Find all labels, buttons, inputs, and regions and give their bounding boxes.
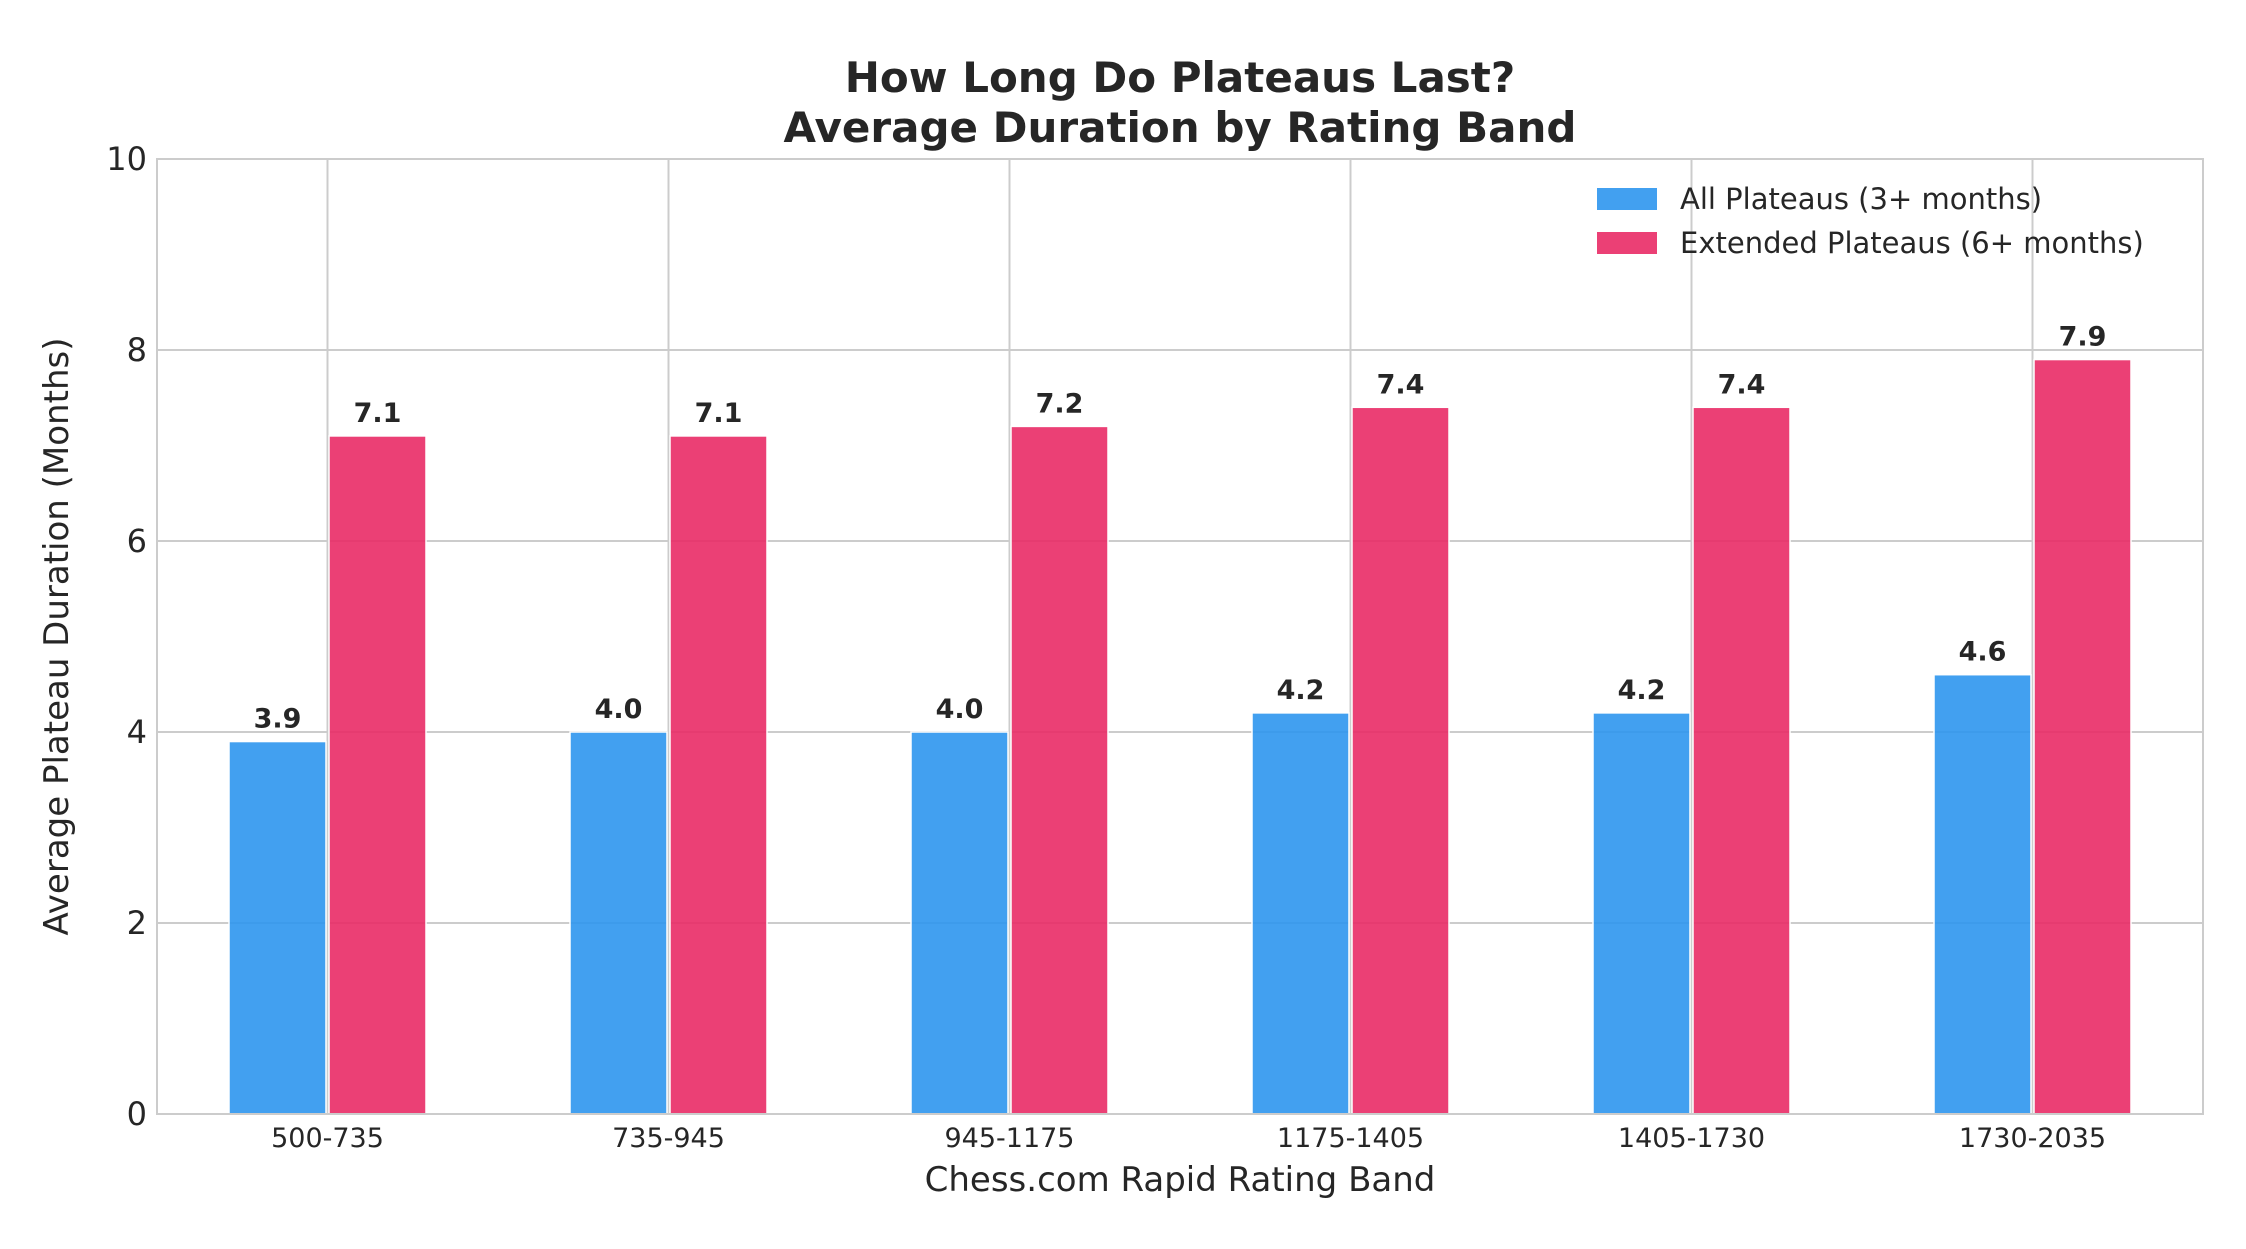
chart-title: How Long Do Plateaus Last? <box>845 53 1515 102</box>
bar-all-plateaus <box>1251 712 1350 1115</box>
x-tick-label: 1730-2035 <box>1959 1123 2106 1154</box>
plot-frame <box>156 158 2204 1115</box>
bar-extended-plateaus <box>1010 425 1109 1115</box>
x-axis-ticks: 500-735 735-945 945-1175 1175-1405 1405-1730… <box>271 1123 2106 1154</box>
x-axis-label: Chess.com Rapid Rating Band <box>925 1160 1436 1200</box>
legend-swatch-all-plateaus <box>1597 188 1657 210</box>
bar-extended-plateaus <box>1351 406 1450 1115</box>
legend-label-all-plateaus: All Plateaus (3+ months) <box>1680 182 2042 216</box>
chart-subtitle: Average Duration by Rating Band <box>784 103 1577 152</box>
bar-value-label: 4.0 <box>595 694 643 725</box>
bar-value-label: 3.9 <box>254 704 302 735</box>
bar-all-plateaus <box>910 731 1009 1115</box>
bar-all-plateaus <box>1933 673 2032 1115</box>
y-tick-label: 4 <box>127 713 147 751</box>
bar-value-label: 4.2 <box>1277 675 1325 706</box>
y-tick-label: 10 <box>106 140 147 178</box>
bar-value-label: 4.0 <box>936 694 984 725</box>
bar-all-plateaus <box>1592 712 1691 1115</box>
data-labels: 3.9 4.0 4.0 4.2 4.2 4.6 7.1 7.1 7.2 7.4 7.4 7.9 <box>254 322 2107 735</box>
bar-extended-plateaus <box>328 435 427 1115</box>
bar-value-label: 7.1 <box>695 398 743 429</box>
x-tick-label: 1405-1730 <box>1618 1123 1765 1154</box>
x-tick-label: 945-1175 <box>945 1123 1075 1154</box>
grid <box>157 158 2203 1115</box>
legend-label-extended-plateaus: Extended Plateaus (6+ months) <box>1680 226 2144 260</box>
x-tick-label: 1175-1405 <box>1277 1123 1424 1154</box>
bar-all-plateaus <box>228 740 327 1115</box>
bar-value-label: 4.6 <box>1959 637 2007 668</box>
bar-extended-plateaus <box>1692 406 1791 1115</box>
bar-value-label: 7.9 <box>2059 322 2107 353</box>
legend: All Plateaus (3+ months) Extended Platea… <box>1597 182 2144 260</box>
y-tick-label: 0 <box>127 1095 147 1133</box>
bars <box>228 358 2132 1115</box>
bar-all-plateaus <box>569 731 668 1115</box>
y-axis-label: Average Plateau Duration (Months) <box>37 338 77 936</box>
bar-extended-plateaus <box>2033 358 2132 1115</box>
x-tick-label: 500-735 <box>271 1123 384 1154</box>
bar-value-label: 4.2 <box>1618 675 1666 706</box>
bar-value-label: 7.1 <box>354 398 402 429</box>
y-tick-label: 2 <box>127 904 147 942</box>
x-tick-label: 735-945 <box>612 1123 725 1154</box>
y-tick-label: 6 <box>127 522 147 560</box>
legend-swatch-extended-plateaus <box>1597 232 1657 254</box>
y-tick-label: 8 <box>127 331 147 369</box>
bar-value-label: 7.4 <box>1377 369 1425 400</box>
bar-value-label: 7.4 <box>1718 369 1766 400</box>
bar-value-label: 7.2 <box>1036 388 1084 419</box>
bar-extended-plateaus <box>669 435 768 1115</box>
y-axis-ticks: 0 2 4 6 8 10 <box>106 140 147 1133</box>
